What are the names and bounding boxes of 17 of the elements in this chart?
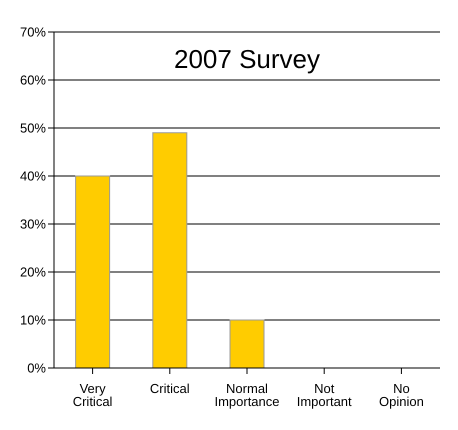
y-tick-label: 30% [20,216,46,232]
y-tick-label: 60% [20,72,46,88]
y-tick-label: 40% [20,168,46,184]
x-tick-label: Very Critical [72,381,113,410]
bar [230,320,265,368]
x-tick-label: No Opinion [378,381,424,410]
x-tick-label: Critical [150,381,190,396]
y-tick-label: 10% [20,312,46,328]
x-tick-label: Not Important [296,381,352,410]
y-tick-label: 70% [20,24,46,40]
y-tick-label: 0% [27,360,46,376]
bar [75,176,110,368]
y-tick-label: 20% [20,264,46,280]
y-tick-label: 50% [20,120,46,136]
x-tick-label: Normal Importance [214,381,280,410]
text: 2007 Survey [173,44,321,75]
bar [152,132,188,368]
